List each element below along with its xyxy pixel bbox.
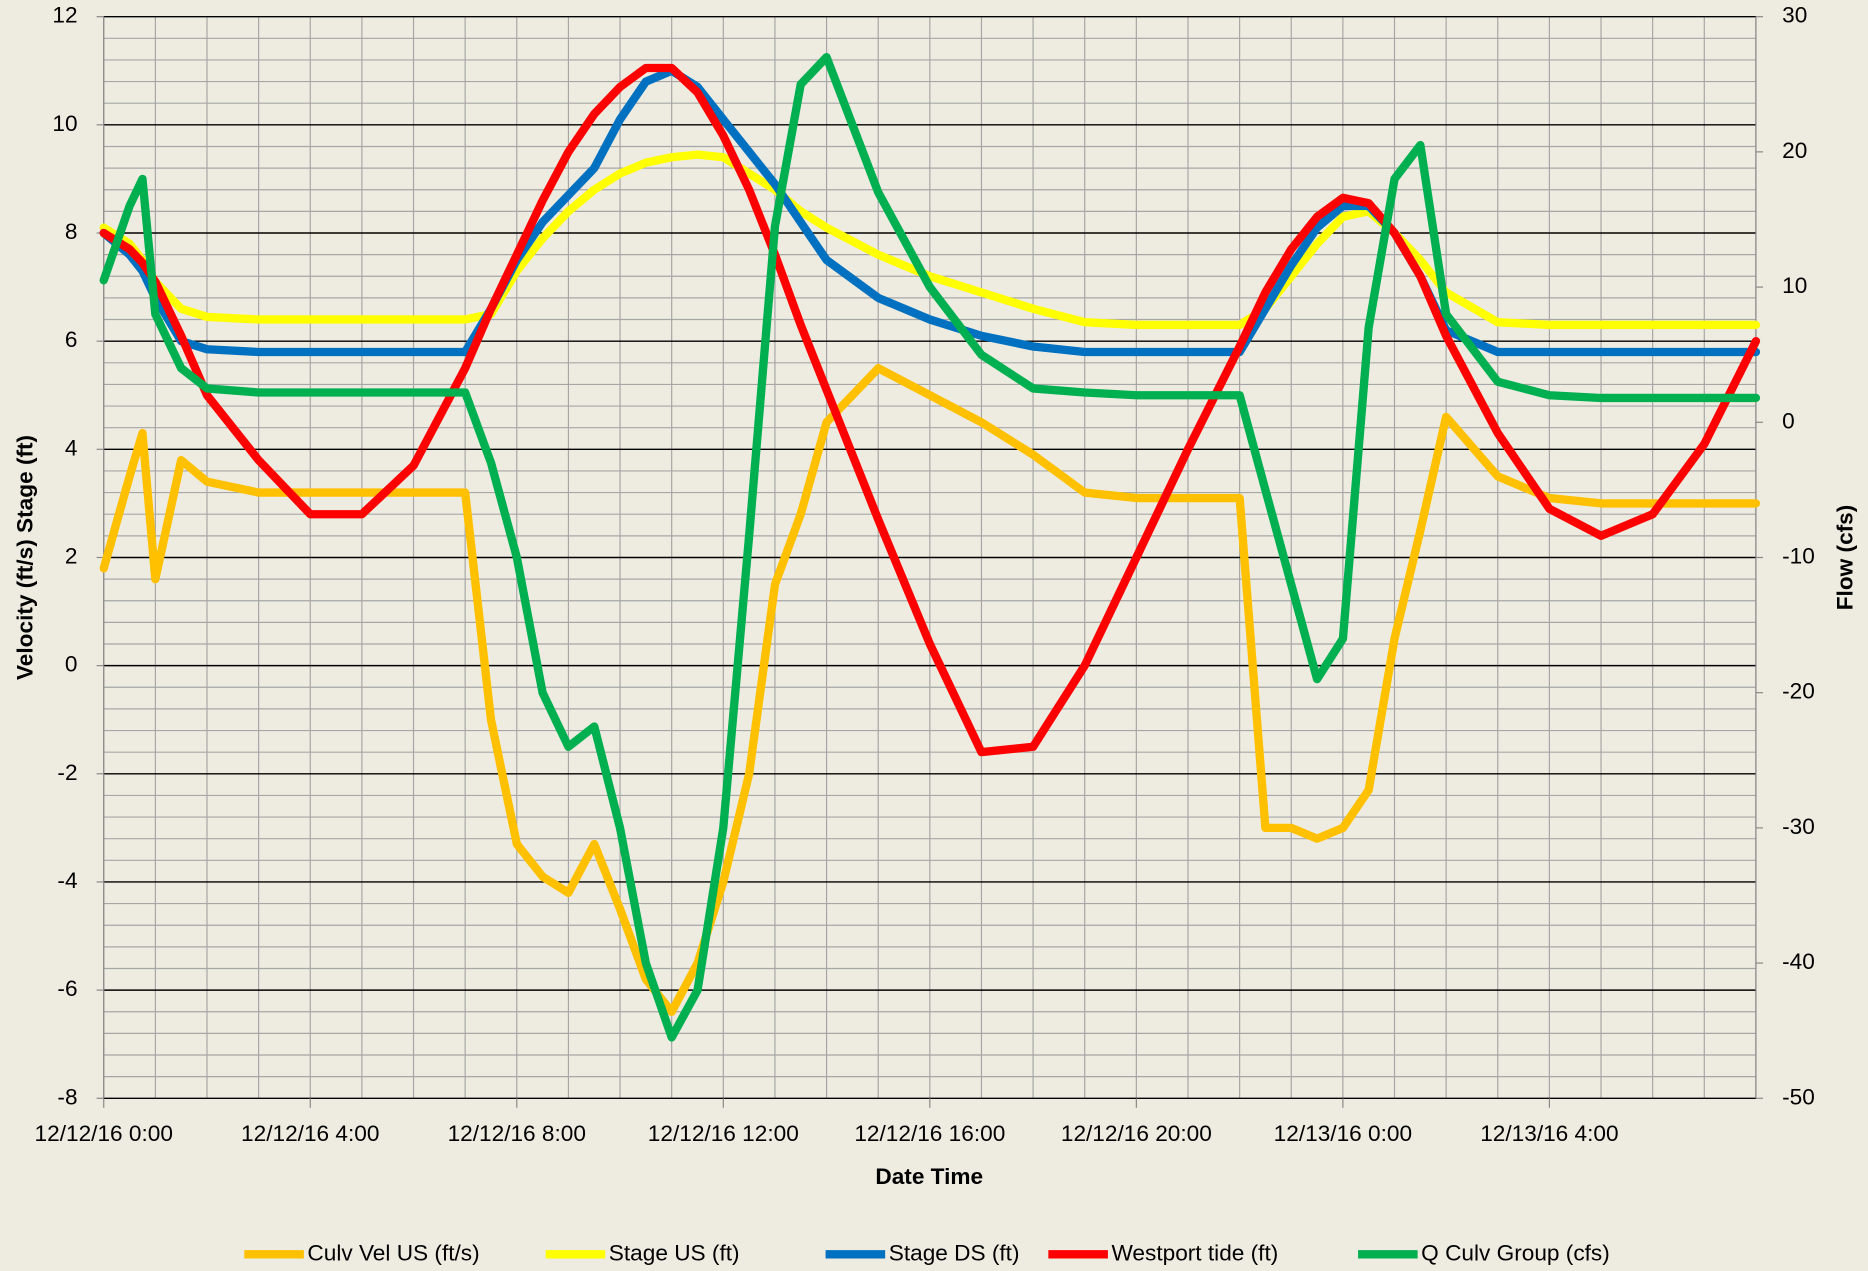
y2-tick-label: -50 (1782, 1084, 1815, 1109)
y2-tick-label: -20 (1782, 679, 1815, 704)
y-tick-label: -8 (57, 1084, 77, 1109)
legend-label: Culv Vel US (ft/s) (307, 1240, 479, 1265)
x-tick-label: 12/12/16 12:00 (648, 1121, 799, 1146)
legend-label: Stage DS (ft) (889, 1240, 1020, 1265)
y2-tick-label: 30 (1782, 3, 1807, 28)
x-tick-label: 12/13/16 0:00 (1274, 1121, 1412, 1146)
x-axis-label: Date Time (875, 1164, 983, 1189)
y2-axis-label: Flow (cfs) (1832, 505, 1857, 611)
series-line (99, 364, 1761, 1016)
y-tick-label: -6 (57, 976, 77, 1001)
y2-tick-label: -30 (1782, 814, 1815, 839)
x-tick-label: 12/13/16 4:00 (1480, 1121, 1618, 1146)
y-tick-label: -2 (57, 760, 77, 785)
series-line (99, 53, 1761, 1042)
x-tick-label: 12/12/16 0:00 (35, 1121, 173, 1146)
x-tick-label: 12/12/16 8:00 (448, 1121, 586, 1146)
series-line (99, 63, 1761, 757)
y-tick-label: 12 (52, 3, 77, 28)
y2-tick-label: -10 (1782, 543, 1815, 568)
y-tick-label: 0 (65, 652, 78, 677)
legend-label: Q Culv Group (cfs) (1421, 1240, 1610, 1265)
y-tick-label: 2 (65, 543, 78, 568)
legend-label: Westport tide (ft) (1111, 1240, 1278, 1265)
x-tick-label: 12/12/16 20:00 (1061, 1121, 1212, 1146)
y-axis-label: Velocity (ft/s) Stage (ft) (12, 435, 37, 680)
y2-tick-label: 0 (1782, 408, 1795, 433)
y-tick-label: 6 (65, 327, 78, 352)
y-tick-label: 4 (65, 435, 78, 460)
y-tick-label: 8 (65, 219, 78, 244)
legend-label: Stage US (ft) (609, 1240, 740, 1265)
y-tick-label: 10 (52, 111, 77, 136)
y2-tick-label: 10 (1782, 273, 1807, 298)
y-tick-label: -4 (57, 868, 77, 893)
y2-tick-label: -40 (1782, 949, 1815, 974)
y2-tick-label: 20 (1782, 138, 1807, 163)
x-tick-label: 12/12/16 16:00 (854, 1121, 1005, 1146)
x-tick-label: 12/12/16 4:00 (241, 1121, 379, 1146)
